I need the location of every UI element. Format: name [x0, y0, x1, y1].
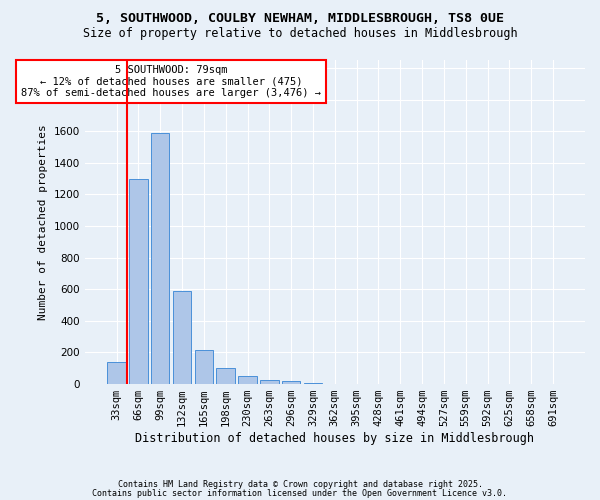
Bar	[194, 350, 213, 384]
Bar	[238, 376, 257, 384]
Y-axis label: Number of detached properties: Number of detached properties	[38, 124, 48, 320]
Bar	[304, 382, 322, 384]
Bar	[107, 362, 126, 384]
Text: Size of property relative to detached houses in Middlesbrough: Size of property relative to detached ho…	[83, 28, 517, 40]
X-axis label: Distribution of detached houses by size in Middlesbrough: Distribution of detached houses by size …	[135, 432, 534, 445]
Bar	[217, 368, 235, 384]
Text: 5, SOUTHWOOD, COULBY NEWHAM, MIDDLESBROUGH, TS8 0UE: 5, SOUTHWOOD, COULBY NEWHAM, MIDDLESBROU…	[96, 12, 504, 26]
Text: Contains HM Land Registry data © Crown copyright and database right 2025.: Contains HM Land Registry data © Crown c…	[118, 480, 482, 489]
Bar	[260, 380, 278, 384]
Bar	[151, 132, 169, 384]
Text: Contains public sector information licensed under the Open Government Licence v3: Contains public sector information licen…	[92, 489, 508, 498]
Bar	[129, 178, 148, 384]
Bar	[173, 291, 191, 384]
Bar	[282, 381, 301, 384]
Text: 5 SOUTHWOOD: 79sqm
← 12% of detached houses are smaller (475)
87% of semi-detach: 5 SOUTHWOOD: 79sqm ← 12% of detached hou…	[21, 64, 321, 98]
